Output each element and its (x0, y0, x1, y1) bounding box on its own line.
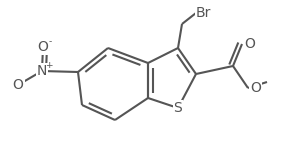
Text: O: O (250, 81, 261, 95)
Text: Br: Br (196, 6, 211, 20)
Text: S: S (174, 101, 182, 115)
Text: -: - (48, 38, 52, 46)
Text: O: O (38, 40, 48, 54)
Text: N: N (37, 64, 47, 78)
Text: +: + (45, 61, 53, 70)
Text: O: O (13, 78, 23, 92)
Text: O: O (244, 37, 255, 51)
